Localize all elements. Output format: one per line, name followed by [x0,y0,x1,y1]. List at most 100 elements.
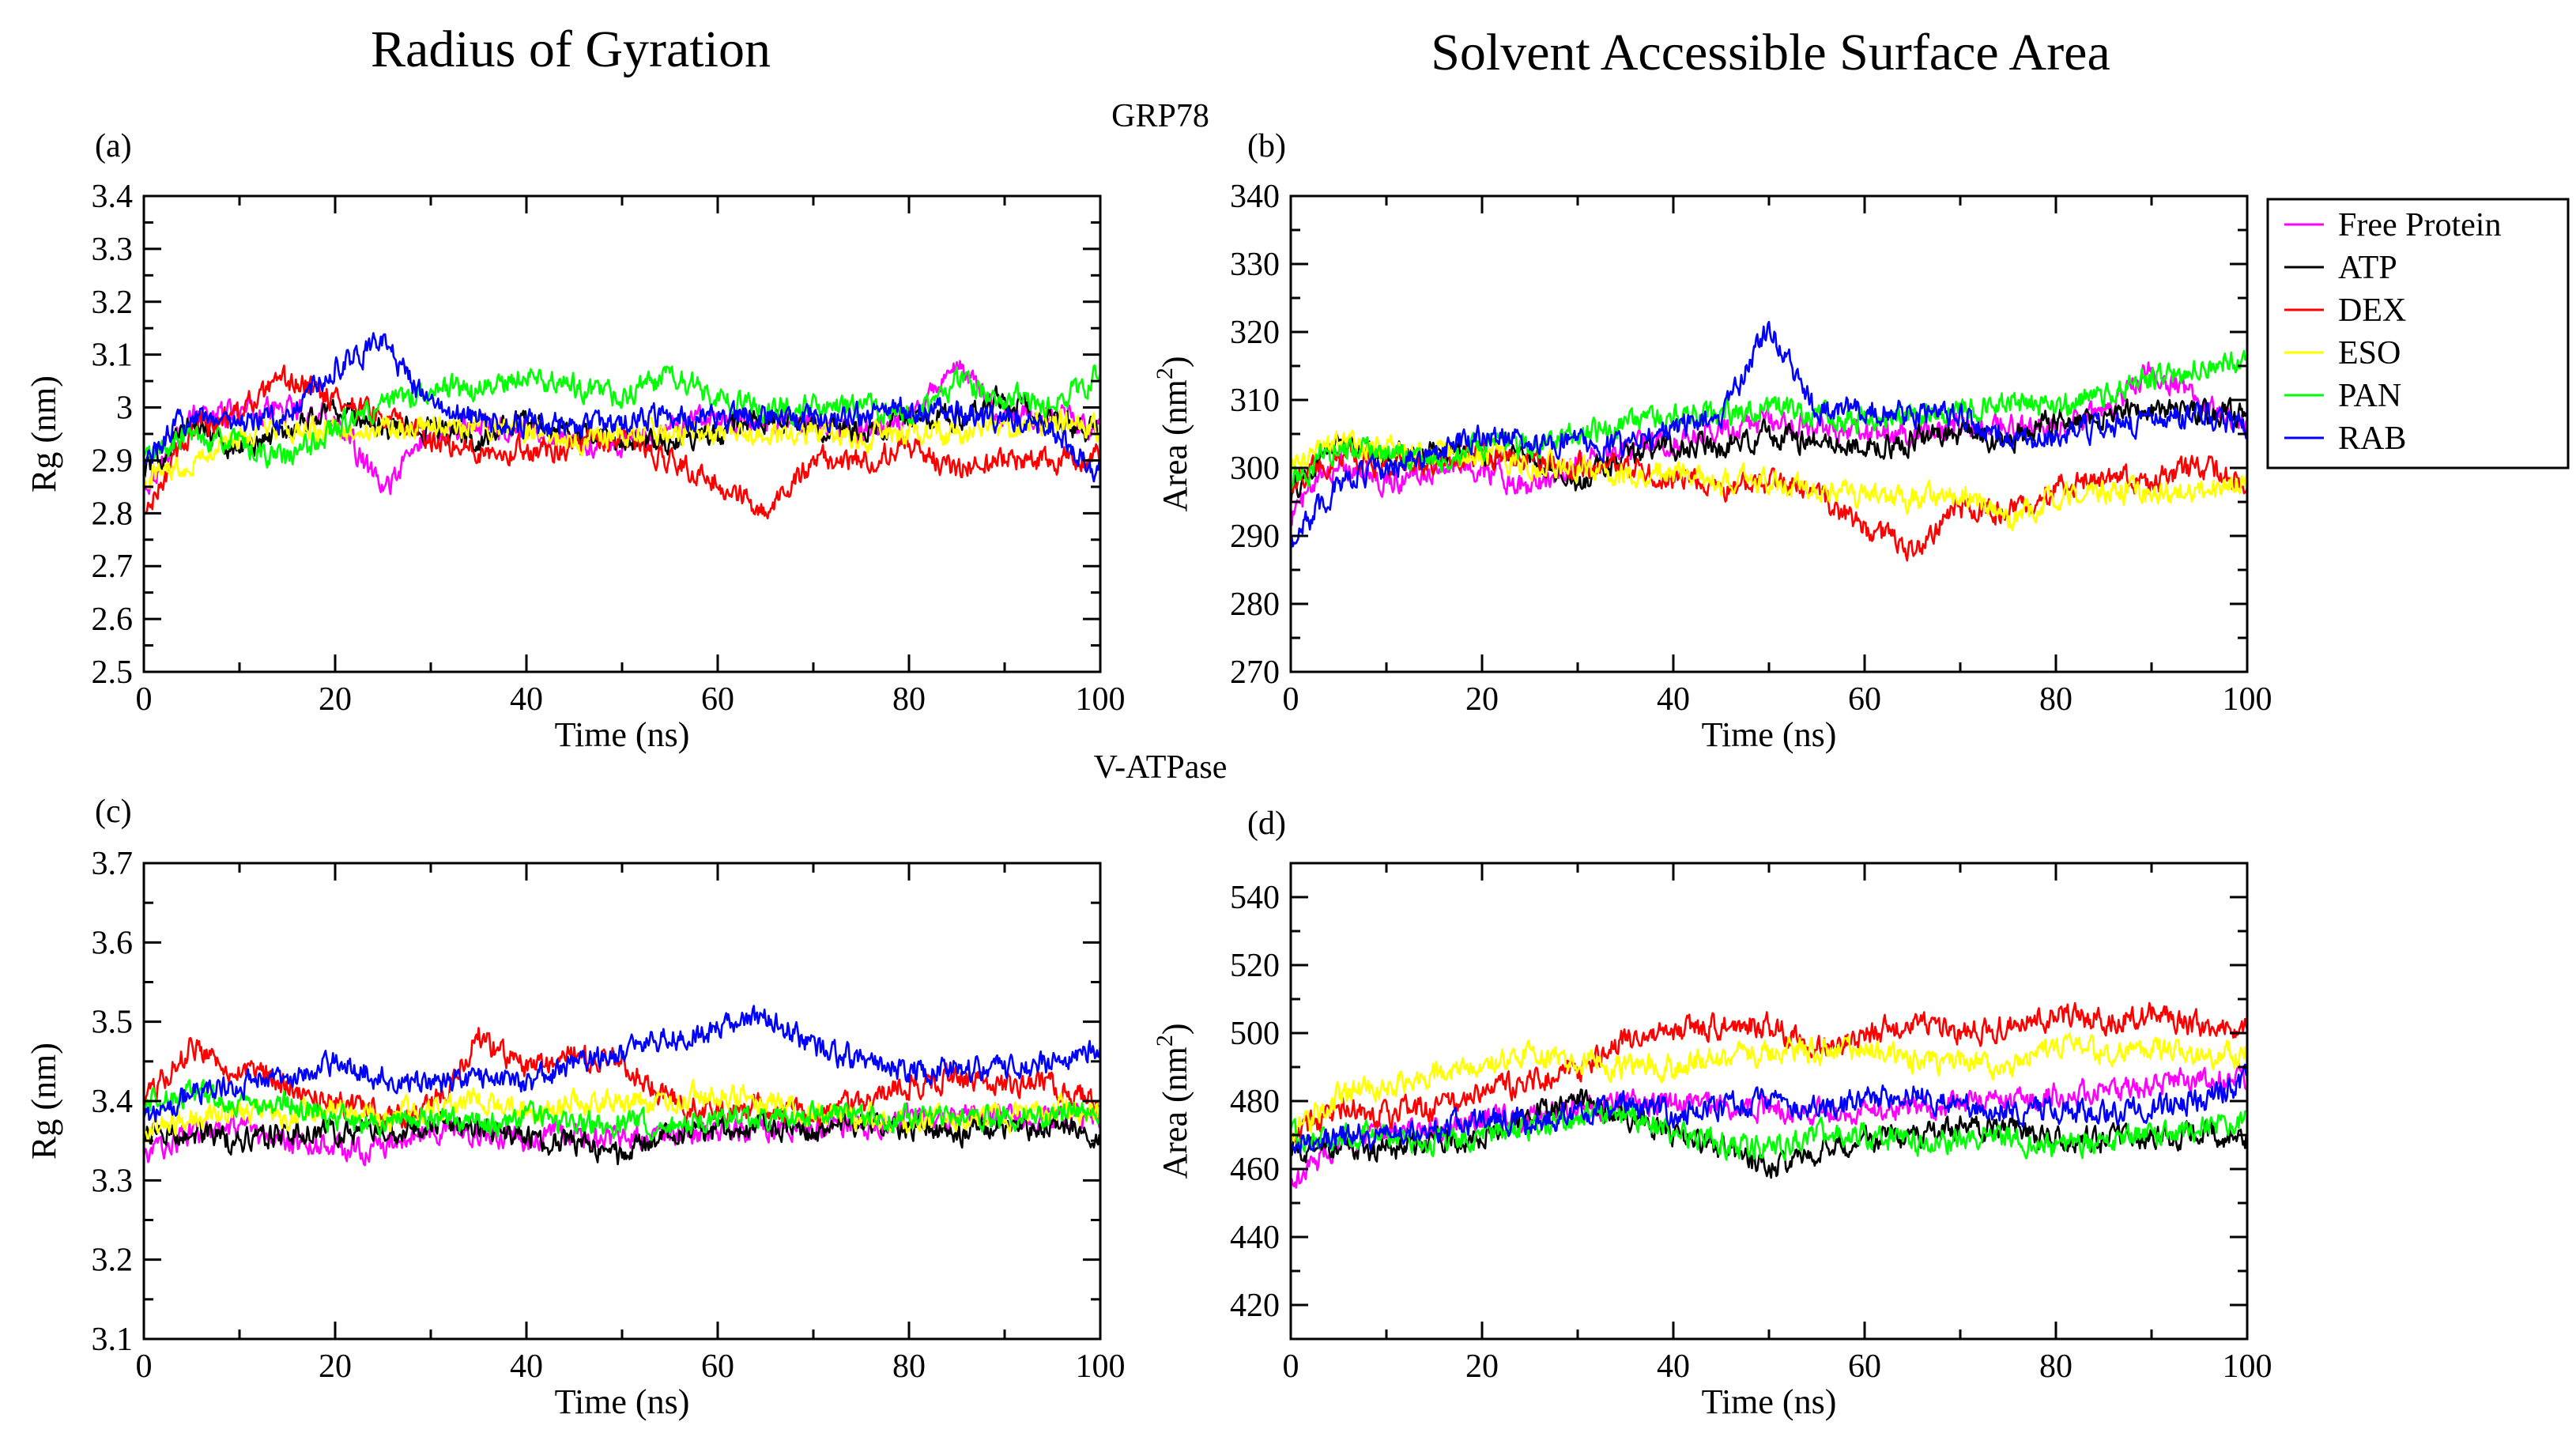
y-axis-title: Rg (nm) [25,1043,63,1160]
y-tick-label: 2.8 [92,496,134,532]
y-tick-label: 320 [1230,315,1280,351]
x-tick-label: 60 [1848,1348,1881,1385]
x-tick-label: 0 [136,1348,153,1385]
series-pan [144,1079,1100,1141]
x-tick-label: 100 [1076,1348,1126,1385]
legend-label-pan: PAN [2338,378,2401,414]
chart-panels: 0 20 40 60 80 100 2.5 2.6 2.7 2.8 2.9 3 3.1 3.2 3.3 3.4… [25,128,2272,1421]
series-pan [1291,349,2247,492]
y-tick-label: 270 [1230,654,1280,691]
series-eso [144,408,1100,489]
y-tick-label: 2.7 [92,549,134,585]
legend-label-eso: ESO [2338,335,2401,371]
y-axis-title: Area (nm2) [1152,356,1194,511]
series-rab [1291,321,2247,553]
section-title-vatpase: V-ATPase [1094,749,1228,786]
panel-label: (d) [1247,805,1286,842]
y-tick-label: 3.4 [92,1084,134,1120]
legend-label-rab: RAB [2338,421,2406,457]
legend: Free Protein ATP DEX ESO PAN RAB [2266,198,2570,470]
y-tick-label: 3.2 [92,285,134,321]
chart-panel-2: 0 20 40 60 80 100 270 280 290 300 310 320 330 340 Time… [1152,128,2272,754]
x-tick-label: 80 [892,681,926,718]
series-eso [1291,429,2247,532]
y-tick-label: 500 [1230,1016,1280,1052]
y-tick-label: 3.1 [92,1322,134,1358]
y-tick-label: 3.2 [92,1243,134,1279]
x-tick-label: 40 [510,1348,543,1385]
column-title-sasa: Solvent Accessible Surface Area [1431,24,2110,81]
panel-label: (c) [95,794,132,830]
y-tick-label: 540 [1230,880,1280,916]
x-tick-label: 100 [2223,1348,2272,1385]
y-tick-label: 440 [1230,1220,1280,1256]
series-dex [1291,1001,2247,1142]
y-tick-label: 480 [1230,1084,1280,1120]
y-tick-label: 3.5 [92,1005,134,1041]
series-group [1291,321,2247,562]
y-tick-label: 2.5 [92,654,134,691]
y-tick-label: 3 [116,390,133,427]
y-tick-label: 460 [1230,1152,1280,1188]
y-tick-label: 3.3 [92,1163,134,1199]
x-tick-label: 40 [1657,1348,1690,1385]
x-axis-title: Time (ns) [555,1382,690,1421]
panel-label: (a) [95,128,132,164]
x-axis-title: Time (ns) [1702,715,1837,754]
x-tick-label: 0 [1283,1348,1299,1385]
panel-label: (b) [1247,128,1286,164]
x-axis-title: Time (ns) [555,715,690,754]
series-group [144,1005,1100,1167]
legend-box [2266,198,2570,470]
y-tick-label: 300 [1230,451,1280,487]
series-rab [144,1005,1100,1123]
y-tick-label: 2.9 [92,443,134,479]
y-tick-label: 3.6 [92,925,134,961]
x-tick-label: 40 [510,681,543,718]
y-tick-label: 310 [1230,383,1280,419]
x-tick-label: 20 [1465,681,1499,718]
x-tick-label: 60 [701,681,734,718]
column-title-rg: Radius of Gyration [371,21,771,78]
y-tick-label: 340 [1230,179,1280,215]
x-tick-label: 0 [1283,681,1299,718]
y-tick-label: 3.3 [92,232,134,268]
series-pan [144,364,1100,469]
x-tick-label: 80 [2039,1348,2072,1385]
x-tick-label: 20 [1465,1348,1499,1385]
legend-label-atp: ATP [2338,250,2397,286]
x-tick-label: 0 [136,681,153,718]
chart-panel-4: 0 20 40 60 80 100 420 440 460 480 500 520 540 Time (n… [1152,805,2272,1421]
y-tick-label: 3.4 [92,179,134,215]
x-tick-label: 20 [319,1348,352,1385]
section-title-grp78: GRP78 [1111,98,1209,134]
x-tick-label: 100 [2223,681,2272,718]
y-tick-label: 3.7 [92,846,134,882]
y-tick-label: 520 [1230,948,1280,984]
x-tick-label: 60 [1848,681,1881,718]
series-atp [144,1109,1100,1166]
y-tick-label: 420 [1230,1288,1280,1324]
x-axis-title: Time (ns) [1702,1382,1837,1421]
x-tick-label: 80 [892,1348,926,1385]
x-tick-label: 60 [701,1348,734,1385]
y-tick-label: 280 [1230,586,1280,623]
y-tick-label: 290 [1230,519,1280,555]
x-tick-label: 40 [1657,681,1690,718]
x-tick-label: 80 [2039,681,2072,718]
y-axis-title: Area (nm2) [1152,1023,1194,1179]
y-tick-label: 330 [1230,247,1280,283]
series-rab [144,332,1100,483]
chart-panel-1: 0 20 40 60 80 100 2.5 2.6 2.7 2.8 2.9 3 3.1 3.2 3.3 3.4… [25,128,1126,754]
series-group [144,332,1100,520]
series-group [1291,1001,2247,1189]
x-tick-label: 20 [319,681,352,718]
legend-label-free-protein: Free Protein [2338,207,2501,243]
y-axis-title: Rg (nm) [25,375,63,492]
chart-panel-3: 0 20 40 60 80 100 3.1 3.2 3.3 3.4 3.5 3.6 3.7 Time (n… [25,794,1126,1421]
y-tick-label: 2.6 [92,602,134,638]
legend-label-dex: DEX [2338,292,2406,329]
series-eso [1291,1031,2247,1142]
